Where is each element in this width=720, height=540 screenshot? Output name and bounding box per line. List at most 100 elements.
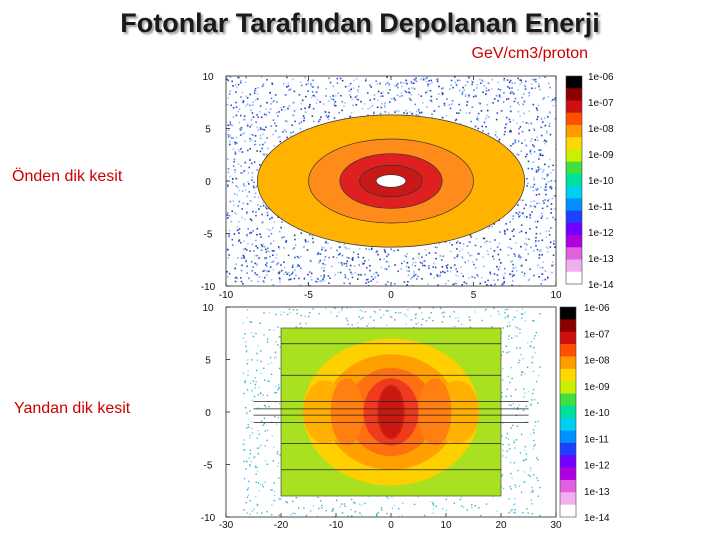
- scatter-speck: [545, 130, 548, 132]
- scatter-speck: [252, 101, 255, 104]
- scatter-speck: [508, 87, 511, 89]
- scatter-speck: [532, 440, 535, 442]
- scatter-speck: [438, 243, 440, 245]
- scatter-speck: [262, 424, 264, 426]
- scatter-speck: [328, 118, 330, 121]
- scatter-speck: [457, 275, 460, 278]
- scatter-speck: [250, 139, 253, 141]
- scatter-speck: [250, 124, 253, 126]
- scatter-speck: [376, 82, 379, 85]
- scatter-speck: [246, 412, 248, 414]
- scatter-speck: [360, 318, 362, 321]
- scatter-speck: [327, 100, 330, 102]
- scatter-speck: [325, 240, 327, 243]
- scatter-speck: [256, 263, 258, 266]
- scatter-speck: [240, 165, 242, 168]
- scatter-speck: [478, 78, 481, 81]
- scatter-speck: [540, 126, 543, 129]
- scatter-speck: [549, 171, 552, 174]
- scatter-speck: [369, 316, 372, 318]
- scatter-speck: [261, 128, 264, 131]
- scatter-speck: [421, 256, 423, 258]
- scatter-speck: [246, 97, 249, 99]
- scatter-speck: [352, 256, 354, 259]
- scatter-speck: [244, 380, 246, 382]
- scatter-speck: [233, 193, 236, 195]
- scatter-speck: [345, 265, 348, 268]
- scatter-speck: [479, 282, 482, 285]
- y-tick-label: 10: [202, 72, 214, 83]
- scatter-speck: [461, 93, 464, 96]
- scatter-speck: [237, 148, 240, 151]
- scatter-speck: [294, 512, 296, 515]
- scatter-speck: [330, 247, 332, 249]
- scatter-speck: [261, 85, 264, 88]
- scatter-speck: [550, 203, 553, 205]
- scatter-speck: [388, 101, 391, 103]
- scatter-speck: [316, 253, 319, 256]
- colorbar-tick-label: 1e-07: [584, 329, 610, 340]
- scatter-speck: [394, 319, 396, 321]
- x-tick-label: 10: [440, 520, 452, 531]
- scatter-speck: [268, 312, 271, 314]
- scatter-speck: [254, 254, 256, 257]
- scatter-speck: [251, 112, 254, 114]
- scatter-speck: [321, 280, 323, 283]
- scatter-speck: [254, 143, 257, 146]
- scatter-speck: [544, 124, 547, 127]
- scatter-speck: [254, 272, 257, 274]
- scatter-speck: [500, 354, 503, 356]
- scatter-speck: [231, 80, 233, 83]
- scatter-speck: [403, 112, 405, 114]
- scatter-speck: [246, 203, 249, 205]
- scatter-speck: [229, 135, 231, 137]
- scatter-speck: [242, 283, 244, 285]
- scatter-speck: [504, 230, 506, 233]
- scatter-speck: [514, 447, 517, 449]
- scatter-speck: [417, 110, 420, 113]
- scatter-speck: [245, 212, 248, 215]
- scatter-speck: [268, 235, 270, 238]
- scatter-speck: [257, 196, 260, 199]
- scatter-speck: [506, 388, 509, 391]
- scatter-speck: [312, 86, 314, 88]
- scatter-speck: [398, 312, 400, 314]
- scatter-speck: [525, 405, 528, 407]
- scatter-speck: [525, 144, 528, 147]
- scatter-speck: [506, 79, 509, 81]
- scatter-speck: [531, 211, 533, 213]
- scatter-speck: [475, 95, 477, 97]
- scatter-speck: [432, 503, 434, 505]
- scatter-speck: [462, 506, 465, 508]
- scatter-speck: [373, 94, 376, 96]
- scatter-speck: [254, 465, 257, 467]
- scatter-speck: [322, 278, 324, 281]
- scatter-speck: [495, 130, 497, 133]
- scatter-speck: [372, 278, 374, 281]
- scatter-speck: [241, 190, 244, 192]
- scatter-speck: [387, 253, 390, 256]
- scatter-speck: [408, 92, 411, 94]
- scatter-speck: [521, 212, 523, 215]
- scatter-speck: [319, 500, 322, 502]
- scatter-speck: [372, 112, 375, 115]
- scatter-speck: [380, 507, 383, 509]
- scatter-speck: [227, 124, 230, 127]
- scatter-speck: [327, 275, 330, 277]
- scatter-speck: [493, 223, 496, 225]
- colorbar-swatch: [560, 319, 576, 333]
- scatter-speck: [473, 89, 475, 91]
- scatter-speck: [411, 284, 414, 286]
- scatter-speck: [498, 242, 501, 245]
- scatter-speck: [514, 139, 517, 142]
- scatter-speck: [365, 278, 368, 281]
- scatter-speck: [327, 242, 329, 244]
- scatter-speck: [498, 94, 501, 97]
- scatter-speck: [229, 90, 232, 92]
- scatter-speck: [525, 453, 527, 455]
- scatter-speck: [249, 500, 251, 502]
- scatter-speck: [236, 277, 238, 280]
- scatter-speck: [529, 228, 531, 230]
- scatter-speck: [309, 312, 311, 314]
- scatter-speck: [414, 265, 417, 267]
